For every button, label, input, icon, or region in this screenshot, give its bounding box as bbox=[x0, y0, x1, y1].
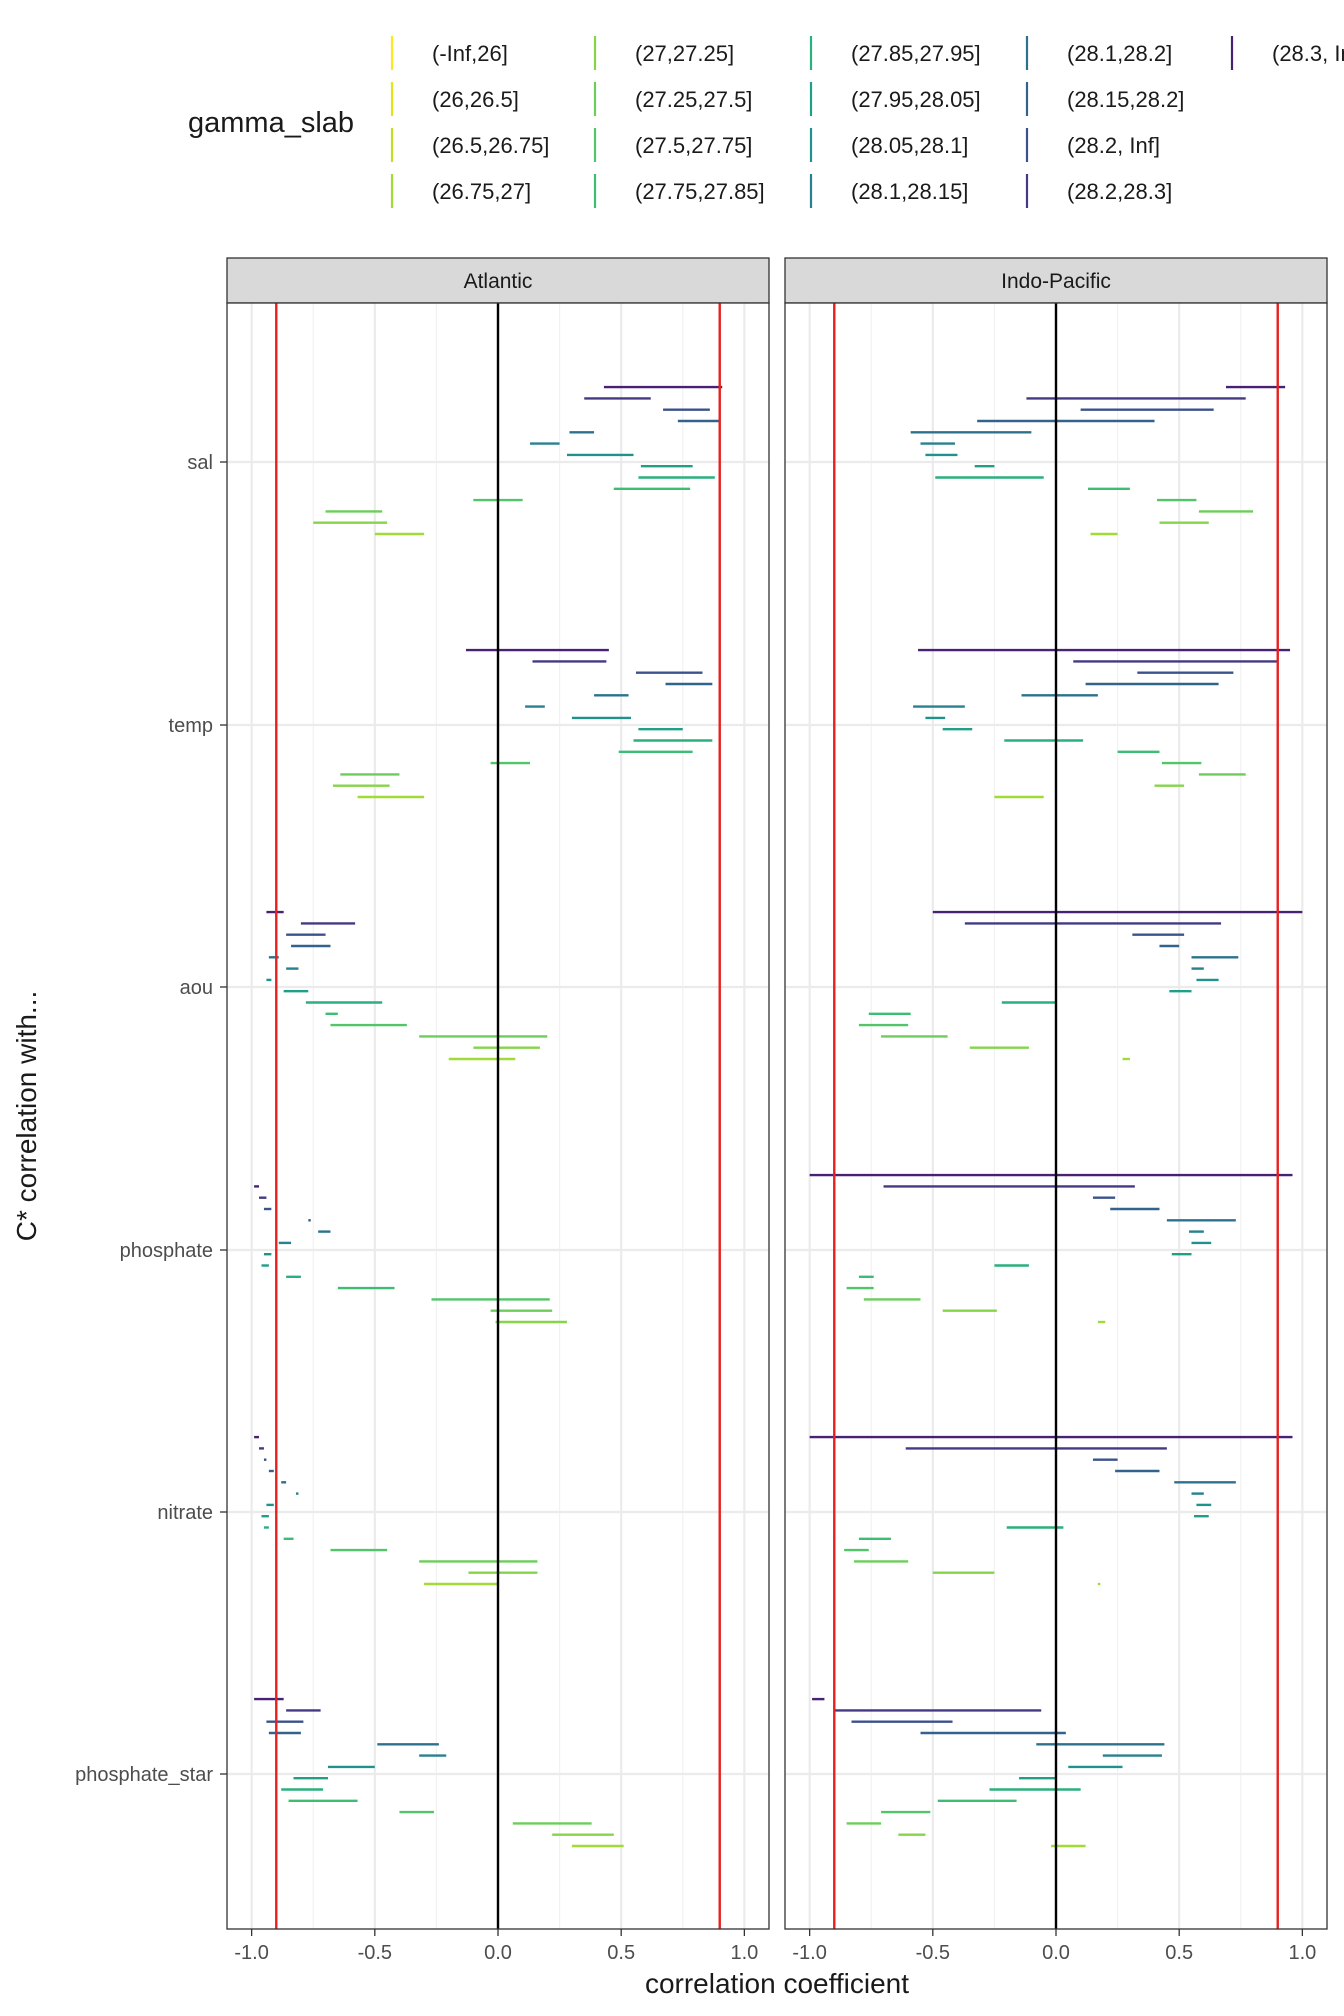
legend-item: (27,27.25] bbox=[593, 36, 734, 70]
legend-item: (28.1,28.15] bbox=[809, 174, 968, 208]
legend-label: (28.3, Inf] bbox=[1272, 41, 1344, 66]
x-axis-atlantic: -1.0 -0.5 0.0 0.5 1.0 bbox=[234, 1929, 758, 1964]
x-tick-label: 1.0 bbox=[1288, 1942, 1316, 1964]
x-tick-label: -0.5 bbox=[358, 1942, 392, 1964]
legend-item: (28.2, Inf] bbox=[1025, 128, 1160, 162]
legend-item: (26.5,26.75] bbox=[390, 128, 549, 162]
legend-title: gamma_slab bbox=[188, 107, 354, 139]
legend-item: (-Inf,26] bbox=[390, 36, 508, 70]
y-tick-label: nitrate bbox=[157, 1502, 213, 1524]
x-tick-label: -1.0 bbox=[792, 1942, 826, 1964]
y-tick-label: phosphate bbox=[120, 1240, 213, 1262]
legend-label: (27.5,27.75] bbox=[635, 133, 752, 158]
bars-atlantic bbox=[254, 385, 723, 1848]
legend-label: (28.1,28.15] bbox=[851, 179, 968, 204]
legend-label: (26.5,26.75] bbox=[432, 133, 549, 158]
legend-label: (28.15,28.2] bbox=[1067, 87, 1184, 112]
y-axis: sal temp aou phosphate nitrate phosphate_star bbox=[75, 452, 227, 1786]
legend-item: (27.95,28.05] bbox=[809, 82, 981, 116]
legend-label: (26.75,27] bbox=[432, 179, 531, 204]
legend-item: (28.3, Inf] bbox=[1230, 36, 1344, 70]
x-tick-label: -1.0 bbox=[234, 1942, 268, 1964]
legend-item: (27.85,27.95] bbox=[809, 36, 981, 70]
bars-indo-pacific bbox=[809, 385, 1303, 1848]
legend-label: (26,26.5] bbox=[432, 87, 519, 112]
reference-lines-atlantic bbox=[275, 303, 721, 1929]
panel-atlantic: Atlantic bbox=[226, 257, 770, 1930]
x-tick-label: 0.5 bbox=[607, 1942, 635, 1964]
legend-item: (28.15,28.2] bbox=[1025, 82, 1184, 116]
y-tick-label: temp bbox=[169, 715, 213, 737]
legend-label: (27.95,28.05] bbox=[851, 87, 981, 112]
legend-label: (27.25,27.5] bbox=[635, 87, 752, 112]
legend-label: (27,27.25] bbox=[635, 41, 734, 66]
legend-items: (-Inf,26] (26,26.5] (26.5,26.75] (26.75,27]… bbox=[390, 36, 1344, 208]
legend-label: (28.05,28.1] bbox=[851, 133, 968, 158]
x-tick-label: -0.5 bbox=[916, 1942, 950, 1964]
legend-label: (28.2,28.3] bbox=[1067, 179, 1172, 204]
x-tick-label: 0.0 bbox=[484, 1942, 512, 1964]
x-tick-label: 0.0 bbox=[1042, 1942, 1070, 1964]
y-tick-label: aou bbox=[180, 977, 213, 999]
x-axis-indo-pacific: -1.0 -0.5 0.0 0.5 1.0 bbox=[792, 1929, 1316, 1964]
legend: gamma_slab (-Inf,26] (26,26.5] (26.5,26.75… bbox=[188, 36, 1344, 208]
strip-atlantic bbox=[226, 257, 770, 304]
legend-label: (28.1,28.2] bbox=[1067, 41, 1172, 66]
panel-indo-pacific: Indo-Pacific bbox=[784, 257, 1328, 1930]
legend-label: (28.2, Inf] bbox=[1067, 133, 1160, 158]
y-tick-label: sal bbox=[187, 452, 213, 474]
strip-indo-pacific bbox=[784, 257, 1328, 304]
y-tick-label: phosphate_star bbox=[75, 1764, 213, 1786]
legend-item: (27.75,27.85] bbox=[593, 174, 765, 208]
legend-item: (28.2,28.3] bbox=[1025, 174, 1172, 208]
legend-item: (28.05,28.1] bbox=[809, 128, 968, 162]
legend-label: (27.75,27.85] bbox=[635, 179, 765, 204]
strip-label-atlantic: Atlantic bbox=[464, 270, 533, 293]
x-tick-label: 0.5 bbox=[1165, 1942, 1193, 1964]
legend-label: (27.85,27.95] bbox=[851, 41, 981, 66]
legend-label: (-Inf,26] bbox=[432, 41, 508, 66]
legend-item: (27.25,27.5] bbox=[593, 82, 752, 116]
legend-item: (26,26.5] bbox=[390, 82, 519, 116]
reference-lines-indo-pacific bbox=[833, 303, 1279, 1929]
legend-item: (26.75,27] bbox=[390, 174, 531, 208]
y-axis-title: C* correlation with... bbox=[11, 991, 42, 1242]
legend-item: (27.5,27.75] bbox=[593, 128, 752, 162]
x-tick-label: 1.0 bbox=[730, 1942, 758, 1964]
strip-label-indo-pacific: Indo-Pacific bbox=[1001, 270, 1111, 293]
legend-item: (28.1,28.2] bbox=[1025, 36, 1172, 70]
x-axis-title: correlation coefficient bbox=[645, 1968, 909, 1999]
